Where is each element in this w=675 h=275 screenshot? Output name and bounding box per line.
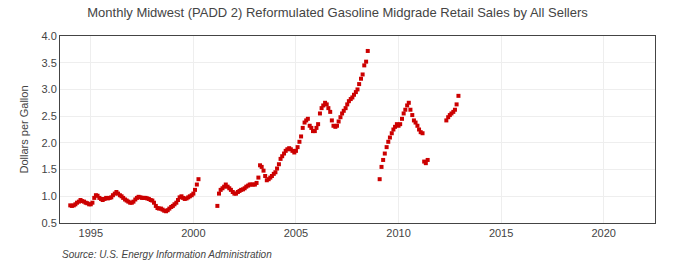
- svg-text:2010: 2010: [386, 227, 410, 239]
- svg-text:1.5: 1.5: [42, 163, 57, 175]
- svg-text:Source: U.S. Energy Informatio: Source: U.S. Energy Information Administ…: [62, 249, 272, 260]
- svg-text:2.0: 2.0: [42, 137, 57, 149]
- svg-text:1995: 1995: [79, 227, 103, 239]
- svg-text:1.0: 1.0: [42, 190, 57, 202]
- svg-text:2020: 2020: [591, 227, 615, 239]
- svg-text:0.5: 0.5: [42, 217, 57, 229]
- svg-text:Monthly Midwest (PADD 2) Refor: Monthly Midwest (PADD 2) Reformulated Ga…: [87, 5, 588, 20]
- svg-text:4.0: 4.0: [42, 30, 57, 42]
- svg-text:2005: 2005: [284, 227, 308, 239]
- svg-text:2015: 2015: [489, 227, 513, 239]
- svg-text:3.5: 3.5: [42, 57, 57, 69]
- svg-text:2.5: 2.5: [42, 110, 57, 122]
- svg-text:3.0: 3.0: [42, 83, 57, 95]
- svg-text:2000: 2000: [181, 227, 205, 239]
- svg-text:Dollars per Gallon: Dollars per Gallon: [18, 85, 30, 173]
